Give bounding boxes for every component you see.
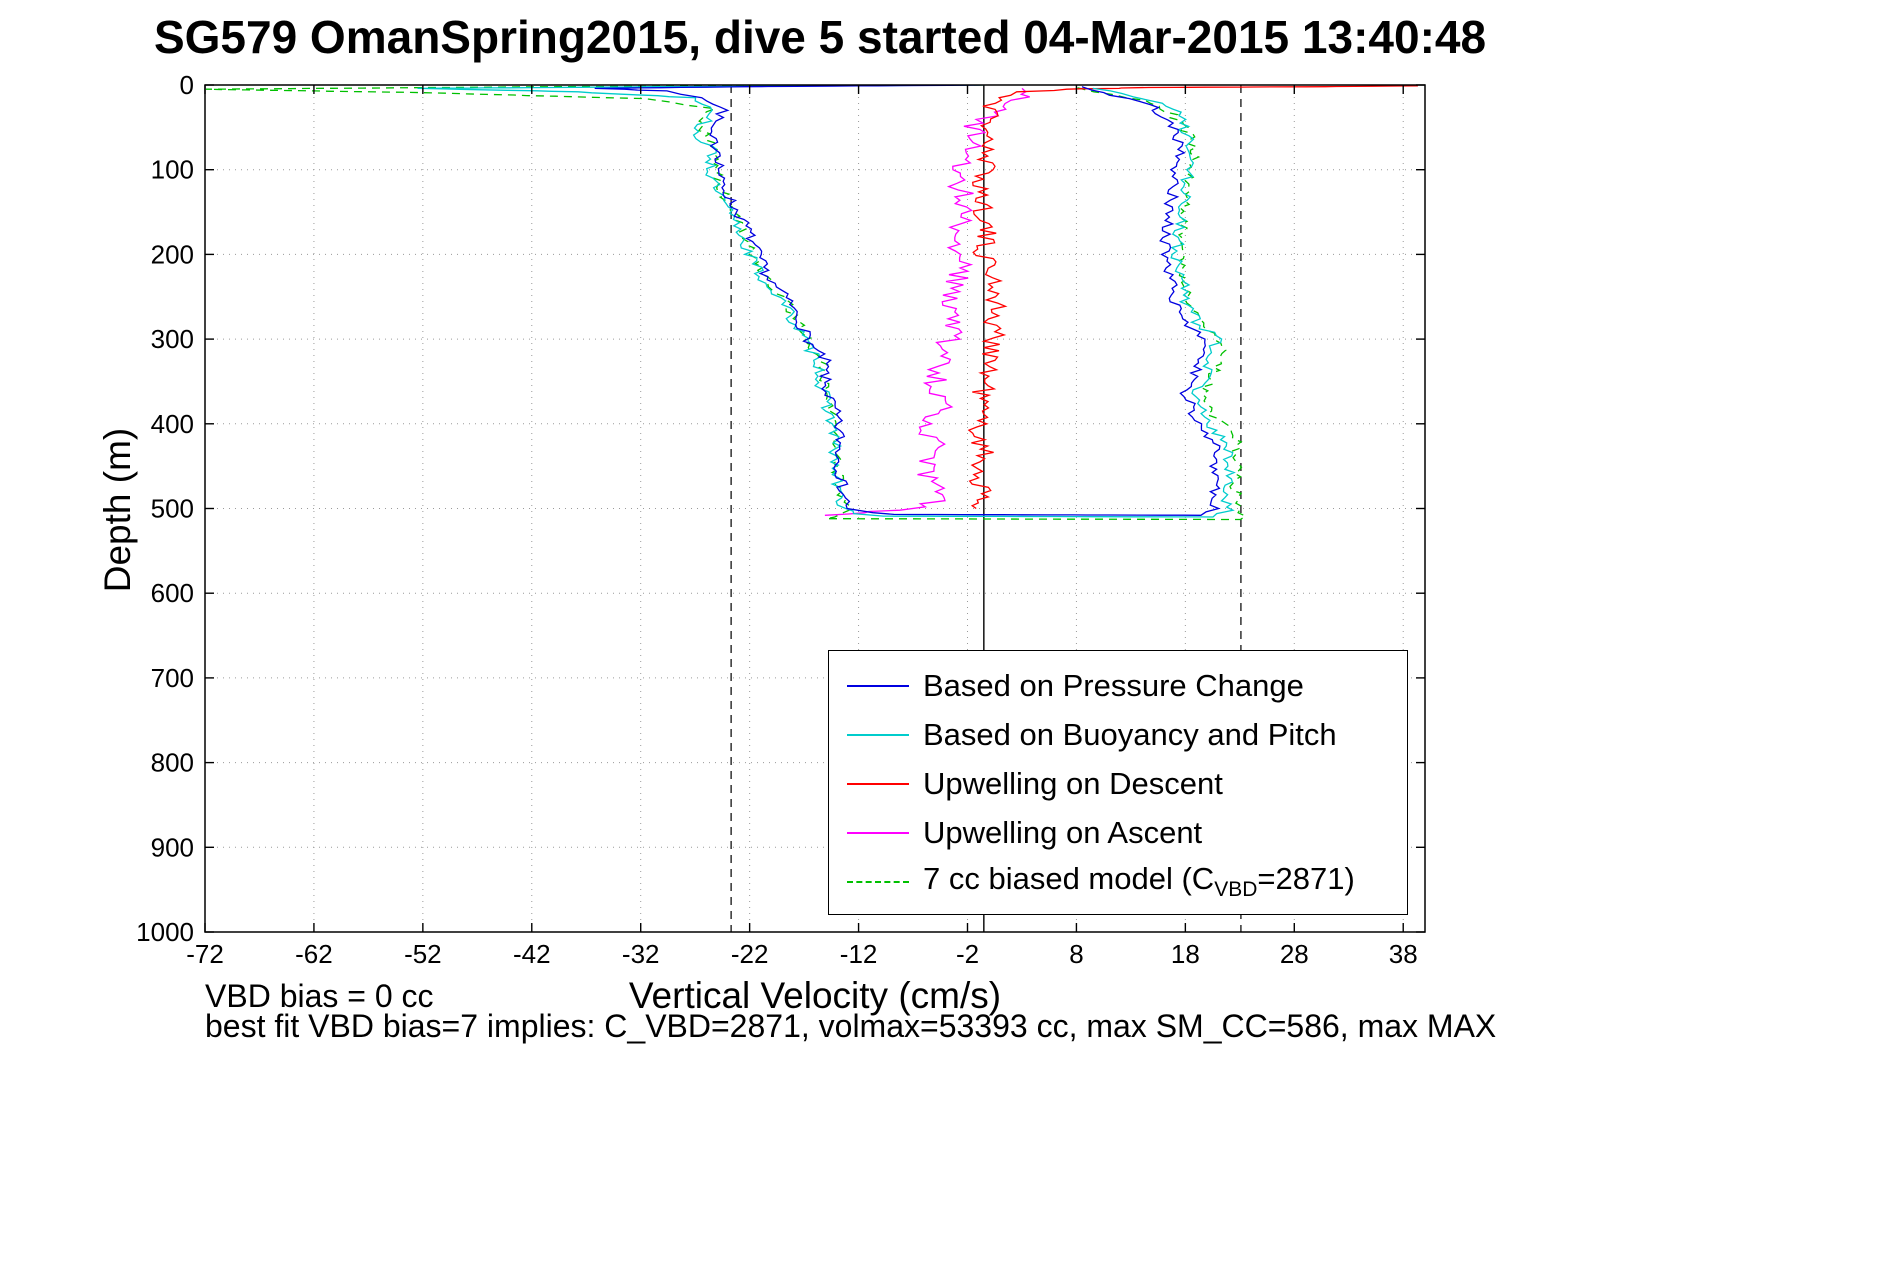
x-tick-label: -52 <box>404 939 442 969</box>
legend-label-upwell-ascent: Upwelling on Ascent <box>923 814 1203 850</box>
y-tick-label: 900 <box>151 832 194 862</box>
y-axis-label: Depth (m) <box>97 427 138 593</box>
legend-swatch-model <box>847 880 909 883</box>
legend-entry-pressure: Based on Pressure Change <box>829 661 1407 710</box>
best-fit-annotation: best fit VBD bias=7 implies: C_VBD=2871,… <box>205 1008 1497 1044</box>
y-tick-label: 200 <box>151 239 194 269</box>
vbd-bias-annotation: VBD bias = 0 cc <box>205 978 434 1014</box>
x-tick-label: -42 <box>513 939 551 969</box>
legend-label-pressure: Based on Pressure Change <box>923 667 1304 703</box>
x-tick-label: -12 <box>840 939 878 969</box>
x-tick-label: -2 <box>956 939 979 969</box>
legend-entry-model: 7 cc biased model (CVBD=2871) <box>829 857 1407 906</box>
x-tick-label: -62 <box>295 939 333 969</box>
x-tick-label: -32 <box>622 939 660 969</box>
x-axis-label: Vertical Velocity (cm/s) <box>628 975 1002 1016</box>
series-buoyancy <box>417 85 1236 518</box>
legend-entry-upwell-descent: Upwelling on Descent <box>829 759 1407 808</box>
x-tick-label: 8 <box>1069 939 1083 969</box>
y-tick-label: 0 <box>180 70 194 100</box>
legend-entry-upwell-ascent: Upwelling on Ascent <box>829 808 1407 857</box>
legend-swatch-pressure <box>847 684 909 687</box>
x-tick-label: 18 <box>1171 939 1200 969</box>
legend-label-buoyancy: Based on Buoyancy and Pitch <box>923 716 1337 752</box>
legend-swatch-buoyancy <box>847 733 909 736</box>
legend: Based on Pressure Change Based on Buoyan… <box>828 650 1408 915</box>
x-tick-label: 38 <box>1389 939 1418 969</box>
legend-swatch-upwell-ascent <box>847 831 909 834</box>
y-tick-label: 600 <box>151 578 194 608</box>
series-model <box>205 85 1247 521</box>
x-tick-label: -22 <box>731 939 769 969</box>
y-tick-label: 100 <box>151 155 194 185</box>
x-tick-label: 28 <box>1280 939 1309 969</box>
legend-label-upwell-descent: Upwelling on Descent <box>923 765 1223 801</box>
series-upwell-descent <box>967 85 1418 510</box>
legend-entry-buoyancy: Based on Buoyancy and Pitch <box>829 710 1407 759</box>
chart-title: SG579 OmanSpring2015, dive 5 started 04-… <box>153 11 1487 63</box>
y-tick-label: 700 <box>151 663 194 693</box>
y-tick-label: 1000 <box>136 917 194 947</box>
legend-model-subscript: VBD <box>1214 878 1258 902</box>
series-upwell-ascent <box>824 87 1030 516</box>
y-tick-label: 400 <box>151 409 194 439</box>
y-tick-label: 300 <box>151 324 194 354</box>
y-tick-label: 800 <box>151 748 194 778</box>
series-pressure <box>594 85 1221 516</box>
x-tick-label: -72 <box>186 939 224 969</box>
y-tick-label: 500 <box>151 494 194 524</box>
legend-swatch-upwell-descent <box>847 782 909 785</box>
legend-label-model: 7 cc biased model (CVBD=2871) <box>923 860 1355 902</box>
